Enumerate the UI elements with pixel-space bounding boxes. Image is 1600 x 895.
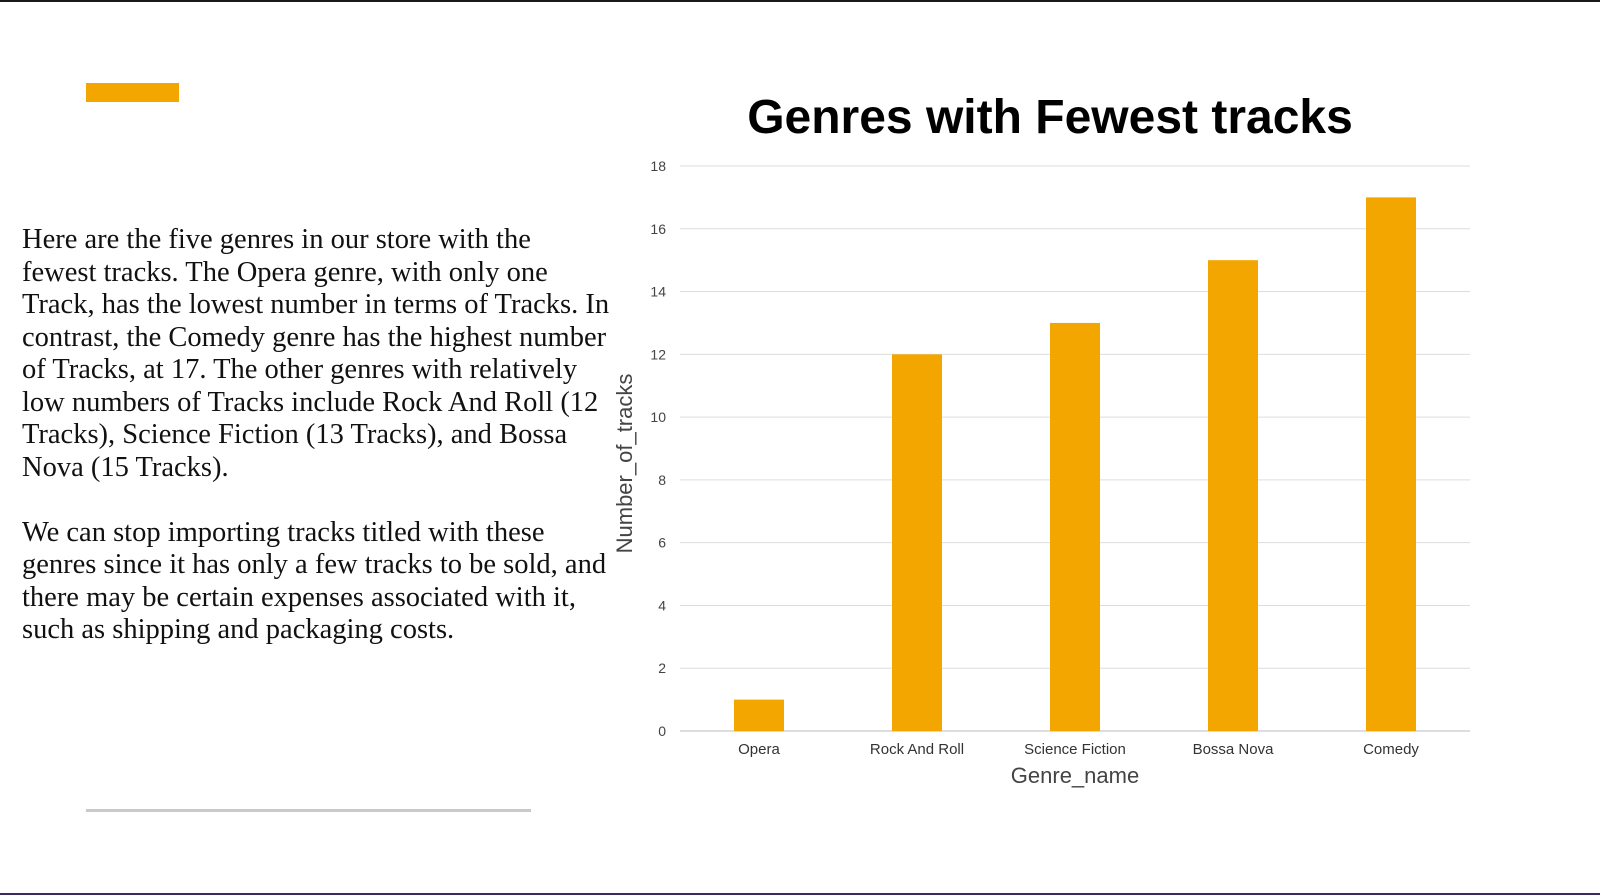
- x-tick-label: Rock And Roll: [870, 741, 964, 758]
- y-tick-label: 4: [658, 597, 666, 613]
- bar-opera: [734, 699, 784, 731]
- y-tick-label: 12: [650, 346, 666, 362]
- x-tick-label: Opera: [738, 741, 780, 758]
- y-tick-label: 0: [658, 723, 666, 739]
- y-axis-title: Number_of_tracks: [612, 374, 637, 554]
- y-tick-label: 10: [650, 409, 666, 425]
- bottom-border: [0, 893, 1600, 895]
- x-tick-label: Comedy: [1363, 741, 1419, 758]
- bar-bossa-nova: [1208, 260, 1258, 731]
- y-tick-label: 6: [658, 535, 666, 551]
- top-border: [0, 0, 1600, 2]
- y-tick-labels: 0 2 4 6 8 10 12 14 16 18: [650, 158, 666, 739]
- bar-rock-and-roll: [892, 354, 942, 731]
- chart-title: Genres with Fewest tracks: [747, 91, 1353, 144]
- chart-plot: 0 2 4 6 8 10 12 14 16 18 Opera Rock And Roll Scienc…: [612, 158, 1470, 788]
- y-tick-label: 14: [650, 284, 666, 300]
- body-text: Here are the five genres in our store wi…: [22, 224, 612, 647]
- bar-comedy: [1366, 197, 1416, 731]
- y-tick-label: 16: [650, 221, 666, 237]
- x-tick-label: Bossa Nova: [1193, 741, 1275, 758]
- paragraph-recommendation: We can stop importing tracks titled with…: [22, 516, 607, 646]
- y-tick-label: 18: [650, 158, 666, 174]
- paragraph-summary: Here are the five genres in our store wi…: [22, 224, 610, 483]
- y-tick-label: 2: [658, 660, 666, 676]
- accent-bar: [86, 83, 179, 102]
- x-axis-title: Genre_name: [1011, 763, 1139, 788]
- bar-layer: [734, 197, 1416, 731]
- y-tick-label: 8: [658, 472, 666, 488]
- x-tick-labels: Opera Rock And Roll Science Fiction Bossa N…: [738, 741, 1419, 758]
- bar-chart: Genres with Fewest tracks 0 2 4 6 8 10 12 14 16 1…: [610, 80, 1490, 800]
- x-tick-label: Science Fiction: [1024, 741, 1126, 758]
- bottom-rule: [86, 809, 531, 812]
- bar-science-fiction: [1050, 322, 1100, 731]
